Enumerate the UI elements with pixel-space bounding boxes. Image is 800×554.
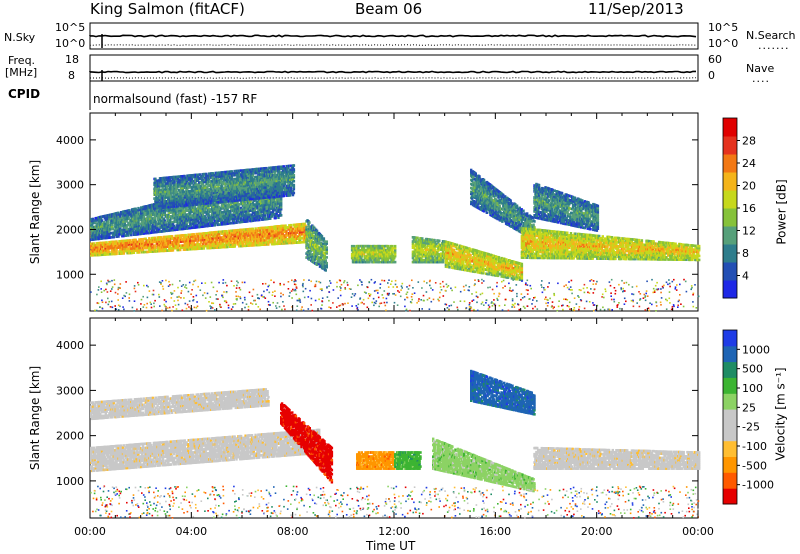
power-cell	[290, 224, 292, 227]
top-trace	[90, 71, 696, 72]
power-cell	[280, 214, 282, 217]
freq-panel	[90, 55, 698, 81]
top-trace	[90, 35, 696, 36]
power-cells	[90, 164, 700, 312]
